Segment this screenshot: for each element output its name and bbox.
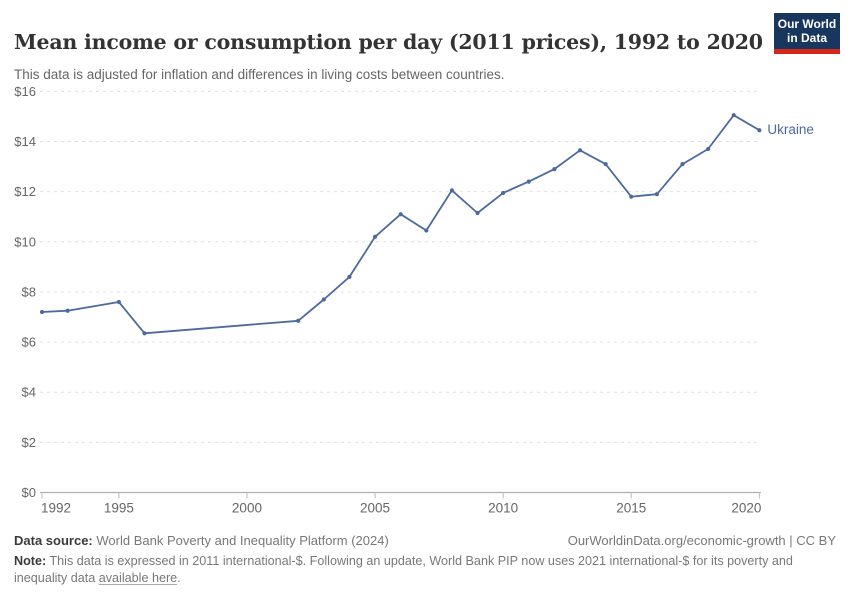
y-tick-label: $10 <box>14 234 36 249</box>
line-chart-plot-area[interactable]: $0 $2 $4 $6 $8 $10 $12 $14 $16 1992 1995 2000 2005 20… <box>0 0 850 530</box>
data-point-1995[interactable] <box>116 299 121 305</box>
x-tick-label: 2005 <box>360 501 390 516</box>
ukraine-line[interactable] <box>41 114 761 335</box>
owid-logo-line1: Our World <box>777 17 837 31</box>
data-point-2012[interactable] <box>552 166 557 172</box>
owid-logo-line2: in Data <box>786 31 827 45</box>
data-point-2008[interactable] <box>449 188 455 193</box>
y-tick-label: $6 <box>22 335 36 350</box>
data-source-text: Data source: World Bank Poverty and Ineq… <box>14 533 389 549</box>
x-tick-label: 1995 <box>104 501 134 516</box>
owid-logo[interactable]: Our World in Data <box>774 13 840 54</box>
data-source-value: World Bank Poverty and Inequality Platfo… <box>96 533 389 548</box>
data-point-2002[interactable] <box>296 318 301 323</box>
attribution-text[interactable]: OurWorldinData.org/economic-growth | CC … <box>567 533 836 548</box>
data-point-2004[interactable] <box>347 274 352 279</box>
data-point-2006[interactable] <box>398 212 403 217</box>
data-point-2018[interactable] <box>706 146 711 152</box>
data-point-2015[interactable] <box>629 194 634 199</box>
x-tick-label: 2020 <box>731 501 761 516</box>
data-point-1992[interactable] <box>39 309 45 315</box>
y-tick-label: $4 <box>22 385 36 400</box>
y-tick-label: $2 <box>22 435 36 450</box>
data-point-2009[interactable] <box>475 210 480 216</box>
data-point-2016[interactable] <box>654 192 659 197</box>
data-point-2007[interactable] <box>424 228 429 233</box>
note-suffix: . <box>177 570 181 585</box>
y-tick-label: $12 <box>14 184 36 199</box>
data-point-2019[interactable] <box>731 113 736 118</box>
y-tick-label: $14 <box>14 134 36 149</box>
data-point-2014[interactable] <box>603 161 608 167</box>
note-link[interactable]: available here <box>98 570 178 585</box>
footer-source-row: Data source: World Bank Poverty and Ineq… <box>14 533 836 549</box>
series-label-ukraine[interactable]: Ukraine <box>767 122 814 138</box>
data-point-2013[interactable] <box>577 148 583 153</box>
data-point-2010[interactable] <box>501 190 506 196</box>
data-point-2003[interactable] <box>321 297 326 302</box>
data-source-label: Data source: <box>14 533 93 548</box>
chart-subtitle: This data is adjusted for inflation and … <box>14 66 505 82</box>
y-tick-label: $8 <box>22 284 36 299</box>
data-point-2017[interactable] <box>680 161 685 167</box>
x-tick-label: 1992 <box>41 501 71 516</box>
x-tick-label: 2010 <box>488 501 518 516</box>
note-label: Note: <box>14 554 47 568</box>
x-tick-label: 2015 <box>616 501 646 516</box>
footer-note: Note: This data is expressed in 2011 int… <box>14 553 836 586</box>
y-tick-label: $16 <box>14 84 36 99</box>
x-tick-label: 2000 <box>232 501 262 516</box>
page-title: Mean income or consumption per day (2011… <box>14 29 763 54</box>
y-tick-label: $0 <box>22 485 36 500</box>
data-point-2020[interactable] <box>757 128 762 133</box>
data-point-1996[interactable] <box>142 331 147 336</box>
data-point-2011[interactable] <box>526 179 531 184</box>
note-text: This data is expressed in 2011 internati… <box>14 554 793 585</box>
data-point-1993[interactable] <box>65 308 70 313</box>
data-point-2005[interactable] <box>372 234 378 239</box>
